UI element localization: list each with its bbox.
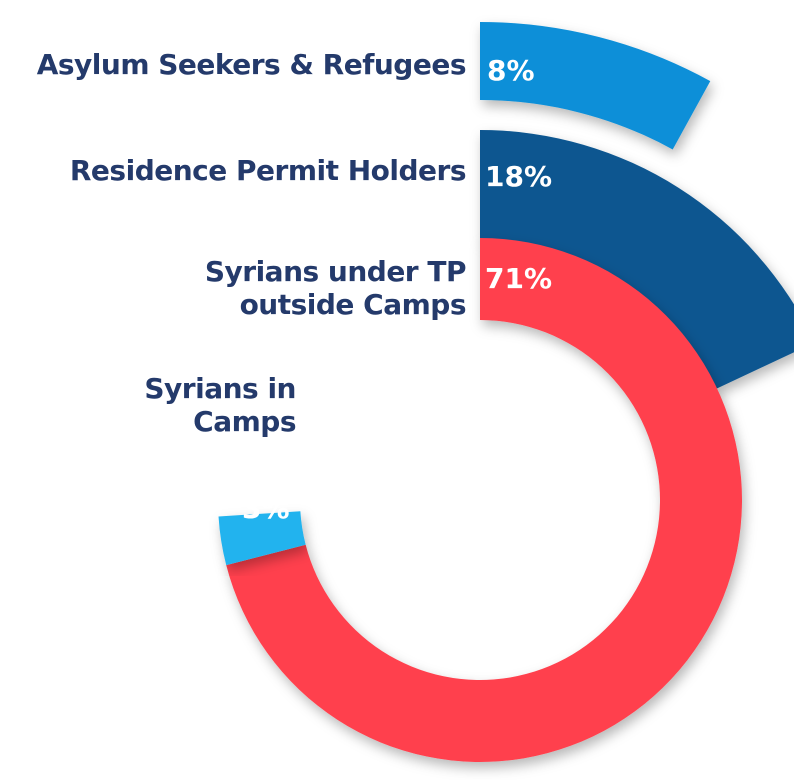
- category-label-syrians-in-camps: Syrians in Camps: [126, 372, 296, 438]
- bar-syrians-under-tp-outside-camps: [226, 238, 743, 762]
- bar-residence-permit-holders: [480, 130, 794, 390]
- category-label-residence-permit: Residence Permit Holders: [69, 154, 467, 187]
- value-label-syrians-in-camps: 3%: [242, 492, 290, 525]
- bar-asylum-seekers-refugees: [480, 22, 711, 150]
- category-label-asylum-seekers: Asylum Seekers & Refugees: [36, 48, 467, 81]
- bar-syrians-in-camps: [218, 511, 306, 566]
- category-label-syrians-outside-camps-text: Syrians under TP outside Camps: [204, 255, 467, 321]
- value-label-residence-permit-holders: 18%: [485, 160, 552, 193]
- category-label-syrians-in-camps-text: Syrians in Camps: [144, 372, 296, 438]
- value-label-asylum-seekers-refugees: 8%: [487, 54, 535, 87]
- value-label-syrians-under-tp-outside-camps: 71%: [485, 262, 552, 295]
- category-label-syrians-outside-camps: Syrians under TP outside Camps: [166, 255, 467, 321]
